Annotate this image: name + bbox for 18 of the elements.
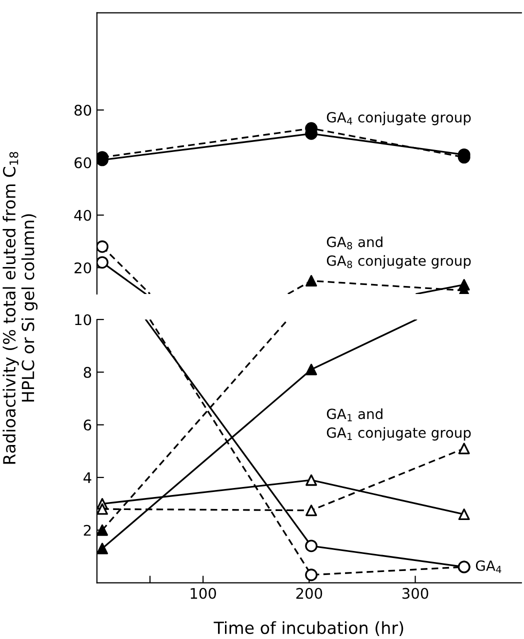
- x-axis-title: Time of incubation (hr): [214, 621, 404, 636]
- x-tick-label: 300: [402, 588, 428, 599]
- x-tick-label: 200: [296, 588, 322, 599]
- annotation: GA$_{1}$ and GA$_{1}$ conjugate group: [326, 408, 471, 441]
- y-tick-label: 6: [84, 420, 92, 431]
- y-tick-label: 80: [74, 104, 92, 116]
- y-tick-label: 2: [84, 524, 91, 536]
- y-tick-label: 20: [74, 262, 92, 274]
- text: Radioactivity (% total eluted from C$_{18}$ HPLC or Si gel column): [2, 152, 38, 464]
- annotation: GA$_{8}$ and GA$_{8}$ conjugate group: [326, 236, 471, 269]
- annotation: GA$_{4}$: [476, 560, 502, 573]
- x-tick-label: 100: [190, 588, 216, 599]
- y-tick-label: 10: [75, 314, 92, 326]
- y-tick-label: 40: [74, 210, 92, 221]
- y-tick-label: 60: [74, 157, 92, 168]
- annotation: GA$_{4}$ conjugate group: [326, 112, 471, 126]
- y-tick-label: 8: [84, 366, 92, 378]
- y-tick-label: 4: [84, 472, 92, 483]
